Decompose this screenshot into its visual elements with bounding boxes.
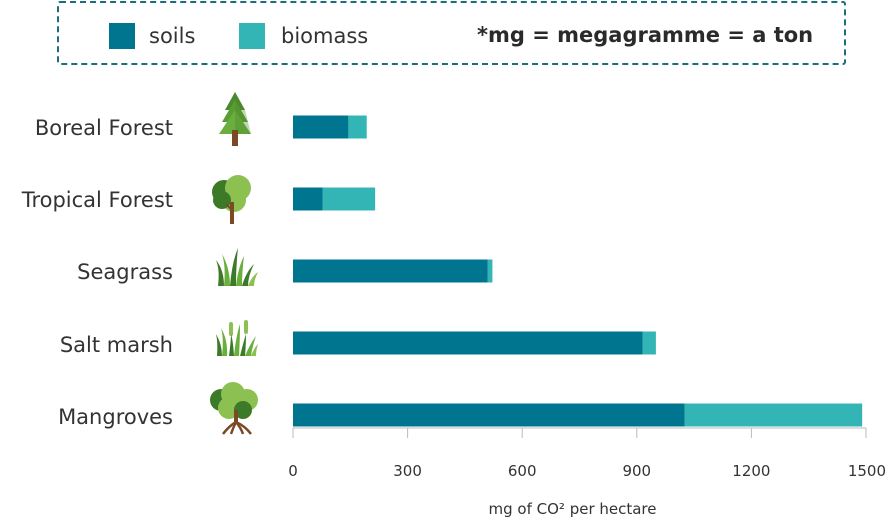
broadleaf-tree-icon: [212, 175, 251, 224]
bar-soils-salt-marsh: [293, 331, 643, 355]
mangrove-tree-icon: [210, 382, 258, 435]
bar-biomass-boreal-forest: [348, 115, 367, 139]
legend-swatch-biomass: [239, 23, 265, 49]
salt-marsh-grass-icon: [216, 320, 258, 356]
bar-biomass-salt-marsh: [642, 331, 656, 355]
bar-soils-seagrass: [293, 259, 488, 283]
category-label-mangroves: Mangroves: [58, 405, 173, 429]
x-tick-label: 1500: [848, 462, 886, 480]
bar-biomass-mangroves: [684, 403, 863, 427]
x-tick-label: 300: [393, 462, 422, 480]
bar-biomass-seagrass: [487, 259, 493, 283]
category-label-salt-marsh: Salt marsh: [59, 333, 173, 357]
x-tick-label: 900: [622, 462, 651, 480]
legend: soils biomass *mg = megagramme = a ton: [57, 1, 846, 65]
legend-label-biomass: biomass: [281, 24, 369, 48]
x-tick-label: 0: [288, 462, 298, 480]
seagrass-icon: [216, 248, 258, 286]
bar-soils-boreal-forest: [293, 115, 349, 139]
bar-soils-tropical-forest: [293, 187, 323, 211]
legend-note: *mg = megagramme = a ton: [477, 23, 814, 47]
category-label-seagrass: Seagrass: [77, 260, 173, 284]
x-axis-title: mg of CO² per hectare: [489, 500, 657, 518]
x-tick-label: 1200: [732, 462, 770, 480]
bar-soils-mangroves: [293, 403, 685, 427]
conifer-tree-icon: [219, 92, 251, 146]
category-label-tropical-forest: Tropical Forest: [21, 188, 173, 212]
category-label-boreal-forest: Boreal Forest: [34, 116, 173, 140]
legend-label-soils: soils: [149, 24, 196, 48]
x-tick-label: 600: [508, 462, 537, 480]
legend-swatch-soils: [109, 23, 135, 49]
bar-biomass-tropical-forest: [322, 187, 376, 211]
